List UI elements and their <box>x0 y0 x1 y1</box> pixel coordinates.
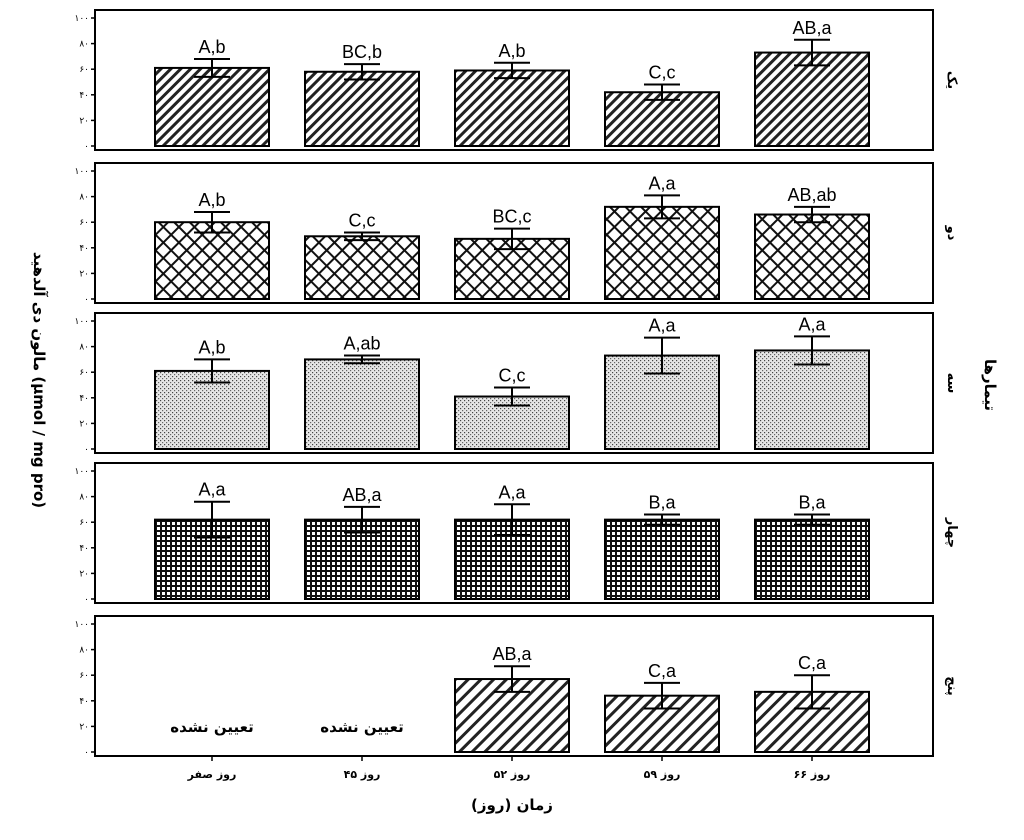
significance-label: C,a <box>798 653 827 673</box>
significance-label: AB,a <box>342 485 382 505</box>
panel-frame <box>94 9 934 151</box>
y-tick-label: ۸۰ <box>79 646 89 656</box>
significance-label: A,a <box>498 482 526 502</box>
y-tick-label: ۲۰ <box>79 116 89 126</box>
significance-label: B,a <box>648 493 676 513</box>
y-tick-label: ۱۰۰ <box>74 317 89 327</box>
x-axis-title: زمان (روز) <box>471 796 553 814</box>
y-tick-label: ۴۰ <box>79 91 89 101</box>
y-tick-label: ۴۰ <box>79 244 89 254</box>
panel-frame <box>94 312 934 454</box>
bar <box>304 358 420 450</box>
y-tick-label: ۸۰ <box>79 40 89 50</box>
significance-label: A,b <box>498 41 525 61</box>
bar <box>754 349 870 450</box>
y-tick-label: ۶۰ <box>79 518 89 528</box>
y-tick-label: ۴۰ <box>79 394 89 404</box>
y-tick-label: ۰ <box>84 295 89 305</box>
panel-frame <box>94 462 934 604</box>
y-tick-label: ۶۰ <box>79 671 89 681</box>
panel-label: چهار <box>944 517 959 548</box>
y-tick-label: ۶۰ <box>79 368 89 378</box>
significance-label: A,a <box>648 316 676 336</box>
bar <box>754 518 870 601</box>
y-tick-label: ۲۰ <box>79 569 89 579</box>
y-tick-label: ۱۰۰ <box>74 14 89 24</box>
significance-label: C,c <box>499 366 526 386</box>
y-axis-title: مالون دی آلدهید (µmol / mg pro) <box>30 252 48 508</box>
y-tick-label: ۲۰ <box>79 722 89 732</box>
bar <box>154 369 270 451</box>
bar <box>604 205 720 300</box>
significance-label: BC,b <box>342 42 382 62</box>
y-tick-label: ۶۰ <box>79 218 89 228</box>
panel-frame <box>94 615 934 757</box>
y-tick-label: ۸۰ <box>79 493 89 503</box>
panel-4: ۰ ۲۰ ۴۰ ۶۰ ۸۰ ۱۰۰ چهار A,a AB,a A,a B,a B,a <box>74 462 959 605</box>
significance-label: A,b <box>198 37 225 57</box>
bar <box>304 235 420 300</box>
y-tick-label: ۰ <box>84 748 89 758</box>
y-tick-label: ۴۰ <box>79 544 89 554</box>
x-tick-label: روز ۴۵ <box>344 768 381 781</box>
bar <box>754 213 870 301</box>
x-tick-label: روز صفر <box>187 768 237 781</box>
bar <box>604 518 720 601</box>
bar <box>454 69 570 147</box>
bar <box>754 51 870 148</box>
significance-label: B,a <box>798 493 826 513</box>
significance-label: C,a <box>648 661 677 681</box>
y-tick-label: ۱۰۰ <box>74 167 89 177</box>
y-tick-label: ۱۰۰ <box>74 620 89 630</box>
y-tick-label: ۶۰ <box>79 65 89 75</box>
bar <box>154 66 270 147</box>
x-tick-label: روز ۵۲ <box>494 768 531 781</box>
x-tick-label: روز ۵۹ <box>644 768 681 781</box>
panels-title: تیمارها <box>981 359 999 411</box>
significance-label: C,c <box>649 63 676 83</box>
significance-label: A,a <box>798 314 826 334</box>
y-tick-label: ۰ <box>84 595 89 605</box>
not-determined-label: تعیین نشده <box>320 718 403 736</box>
significance-label: A,a <box>648 173 676 193</box>
panel-5: ۰ ۲۰ ۴۰ ۶۰ ۸۰ ۱۰۰ پنج تعیین نشده تعیین نشده AB,a C… <box>74 615 959 758</box>
y-tick-label: ۰ <box>84 142 89 152</box>
y-tick-label: ۲۰ <box>79 269 89 279</box>
significance-label: A,a <box>198 480 226 500</box>
panel-frame <box>94 162 934 304</box>
x-tick-label: روز ۶۶ <box>794 768 831 781</box>
significance-label: A,b <box>198 190 225 210</box>
not-determined-label: تعیین نشده <box>170 718 253 736</box>
panel-label: یک <box>944 71 959 89</box>
panel-label: سه <box>944 373 959 394</box>
significance-label: AB,a <box>492 644 532 664</box>
y-tick-label: ۸۰ <box>79 343 89 353</box>
significance-label: C,c <box>349 210 376 230</box>
y-tick-label: ۴۰ <box>79 697 89 707</box>
y-tick-label: ۰ <box>84 445 89 455</box>
significance-label: AB,a <box>792 18 832 38</box>
bar <box>154 221 270 300</box>
bar <box>304 70 420 147</box>
significance-label: A,b <box>198 337 225 357</box>
panel-2: ۰ ۲۰ ۴۰ ۶۰ ۸۰ ۱۰۰ دو A,b C,c BC,c A,a AB,ab <box>74 162 959 305</box>
panel-1: ۰ ۲۰ ۴۰ ۶۰ ۸۰ ۱۰۰ یک A,b BC,b A,b C,c AB,a <box>74 9 959 152</box>
significance-label: BC,c <box>492 207 531 227</box>
significance-label: A,ab <box>343 334 380 354</box>
significance-label: AB,ab <box>787 185 836 205</box>
y-tick-label: ۲۰ <box>79 419 89 429</box>
panel-label: پنج <box>944 676 959 696</box>
panel-label: دو <box>944 225 959 241</box>
y-tick-label: ۸۰ <box>79 193 89 203</box>
y-tick-label: ۱۰۰ <box>74 467 89 477</box>
panel-3: ۰ ۲۰ ۴۰ ۶۰ ۸۰ ۱۰۰ سه A,b A,ab C,c A,a A,a <box>74 312 959 455</box>
